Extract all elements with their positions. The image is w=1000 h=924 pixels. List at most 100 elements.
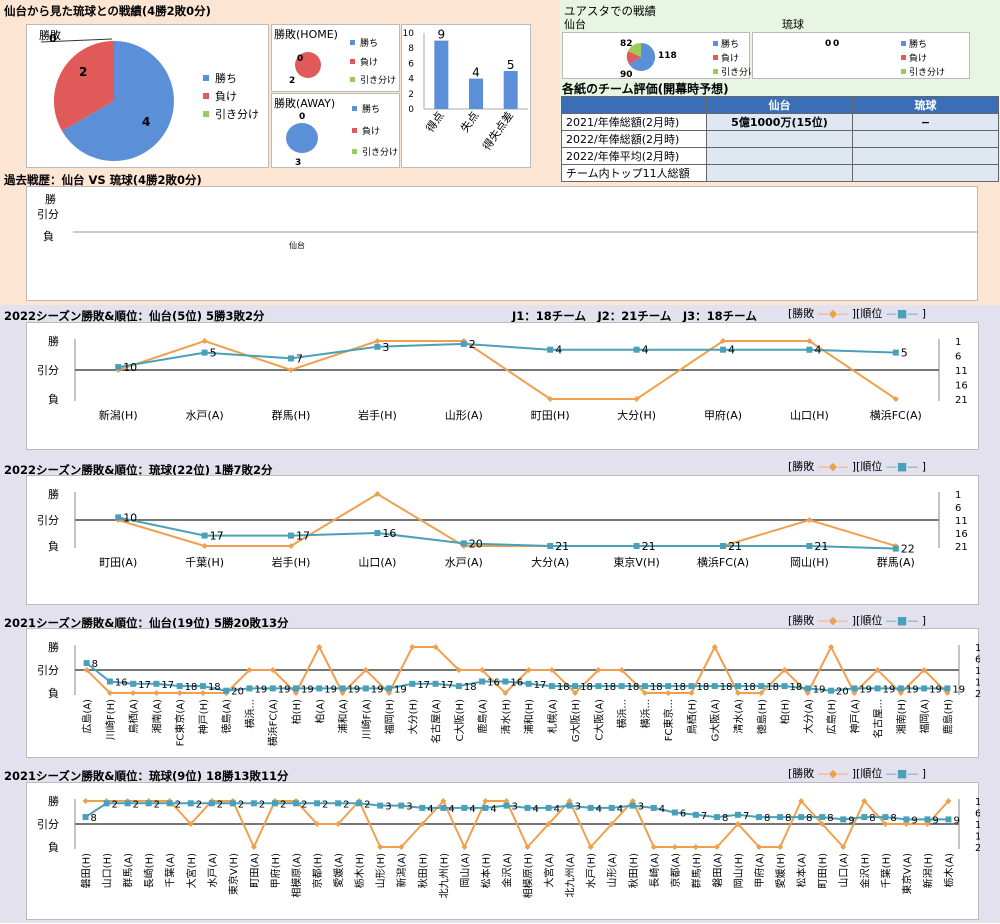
rank-label: 7 [743,811,749,822]
bar-1 [469,78,483,109]
category-label: 柏(A) [313,699,326,724]
result-point [362,667,369,673]
bar-category-label: 得失点差 [479,109,516,153]
rank-point [271,800,278,807]
rank-ytick: 6 [955,352,961,363]
rank-label: 3 [638,802,644,813]
bar-ytick: 6 [408,59,414,69]
rank-ytick: 16 [975,678,980,689]
bar-ytick: 4 [408,75,414,85]
rank-point [316,685,323,692]
rank-ytick: 16 [975,832,980,843]
rank-ytick: 21 [975,689,980,700]
category-label: 新潟(H) [99,408,138,422]
rank-point [374,530,381,536]
category-label: 金沢(A) [500,853,513,888]
rank-point [608,804,615,811]
rank-point [595,683,602,690]
rank-point [781,683,788,690]
result-point [548,667,555,673]
category-label: 山形(H) [375,853,387,888]
category-label: 京都(H) [311,853,324,888]
rank-point [335,800,342,807]
chart1-legend: [勝敗 —◆— ][順位 —■— ] [788,307,927,320]
chart3-box: 勝引分負161116218161717181820191919191919191… [26,628,988,758]
result-point [806,338,813,344]
stadium-t1-wins: 118 [658,51,677,61]
result-point [525,667,532,673]
result-ytick: 勝 [48,487,59,501]
category-label: 鳥栖(H) [685,699,698,734]
category-label: 群馬(A) [122,853,135,888]
rank-ytick: 6 [955,503,961,514]
result-point [419,821,426,827]
result-point [897,690,904,696]
rank-label: 8 [785,813,791,824]
rank-label: 21 [814,540,828,553]
rank-ytick: 6 [975,655,980,666]
stadium-pie2-box: 0 0 勝ち 負け 引き分け [752,32,970,79]
rank-label: 8 [827,813,833,824]
rank-point [548,683,555,690]
stadium-legend1-loss: 負け [721,52,739,64]
rank-label: 2 [196,799,202,810]
category-label: G大阪(H) [569,699,582,742]
rank-label: 8 [91,813,97,824]
result-point [82,798,89,804]
result-point [688,690,695,696]
category-label: 大宮(H) [185,853,198,888]
rank-label: 8 [890,813,896,824]
rank-label: 18 [557,682,570,693]
category-label: 水戸(A) [186,409,224,422]
bar-ytick: 8 [408,44,414,54]
category-label: 柏(H) [779,699,792,724]
result-ytick: 引分 [37,513,59,527]
result-point [671,844,678,850]
category-label: 岡山(A) [459,853,471,888]
rank-point [945,816,952,823]
rank-point [460,540,467,547]
bar-value-label: 5 [507,58,515,72]
rank-point [419,804,426,811]
result-point [633,396,640,402]
rank-point [455,683,462,690]
category-label: 名古屋(A) [430,699,443,744]
bar-value-label: 4 [472,66,480,80]
result-point [650,844,657,850]
rank-label: 19 [859,684,872,695]
result-point [641,690,648,696]
rank-label: 18 [603,682,616,693]
rank-point [806,543,813,549]
category-label: 新潟(A) [395,853,408,888]
home-legend-draw: 引き分け [360,75,396,86]
rank-point [806,346,813,353]
pie-main-losses-slice [53,40,114,132]
rank-label: 3 [385,802,391,813]
category-label: 横浜FC(A) [870,408,922,422]
result-point [781,667,788,673]
rank-point [269,685,276,692]
rank-point [398,802,405,809]
result-point [903,821,910,827]
home-pie-title: 勝敗(HOME) [274,27,338,41]
category-label: 金沢(H) [858,853,871,888]
rank-label: 18 [696,682,709,693]
result-point [199,690,206,696]
pie-main-losses-label: 2 [79,65,87,79]
leagues-info: J1：18チーム J2：21チーム J3：18チーム [512,309,757,323]
result-point [187,821,194,827]
rank-point [903,816,910,823]
away-pie-loss-slice [286,123,318,153]
rank-label: 8 [806,813,812,824]
home-pie-chart: 勝敗(HOME) 0 2 勝ち 負け 引き分け [274,27,396,86]
result-point [572,690,579,696]
away-pie-wins: 0 [299,112,305,122]
category-label: 長崎(A) [648,853,661,888]
stadium-team2: 琉球 [782,18,804,31]
rank-point [713,814,720,821]
rank-label: 20 [836,687,849,698]
category-label: C大阪(H) [453,699,466,741]
chart2-title: 2022シーズン勝敗&順位：琉球(22位) 1勝7敗2分 [4,463,273,477]
chart2-legend: [勝敗 —◆— ][順位 —■— ] [788,460,927,473]
rank-point [874,685,881,692]
